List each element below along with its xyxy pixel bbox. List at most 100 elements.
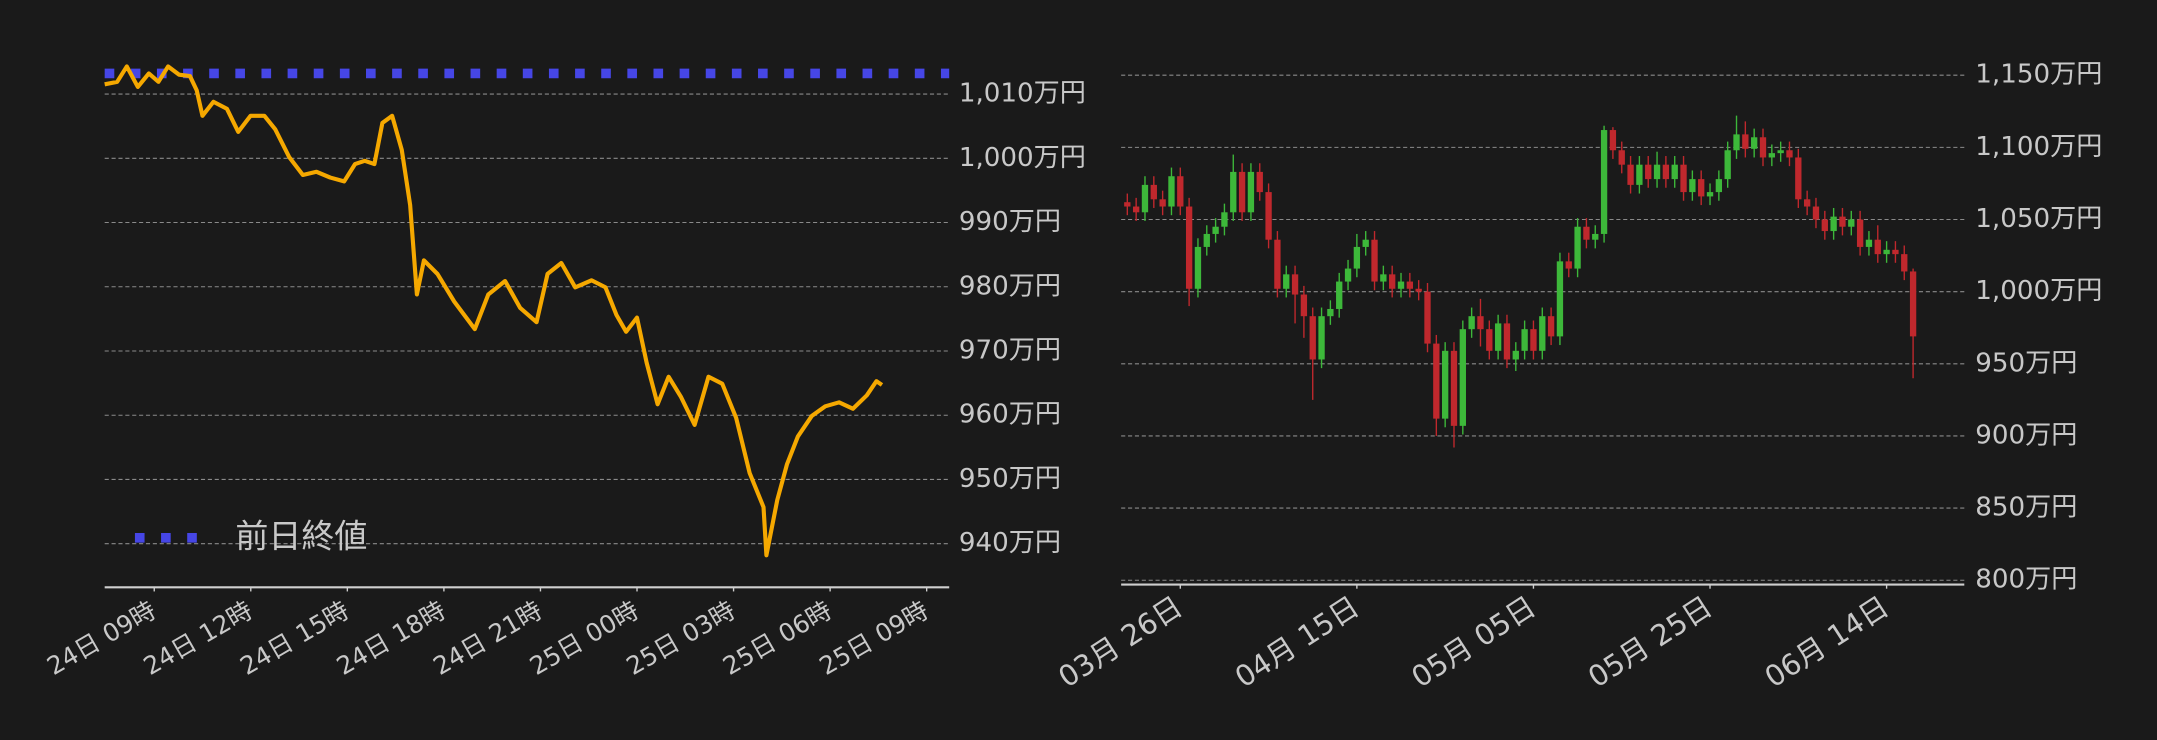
candle-body (1380, 274, 1387, 282)
candle-body (1874, 239, 1881, 255)
y-tick-label: 850万円 (1975, 493, 2077, 523)
y-tick-label: 1,000万円 (959, 143, 1086, 173)
candle-body (1768, 153, 1775, 158)
candle-body (1627, 164, 1634, 185)
candle-body (1247, 171, 1255, 213)
candle-body (1530, 329, 1537, 351)
candle-body (1892, 249, 1899, 255)
candle-body (1592, 233, 1599, 240)
y-tick-label: 950万円 (1975, 348, 2077, 378)
candle-body (1424, 291, 1431, 344)
y-tick-label: 980万円 (959, 271, 1061, 301)
candle-body (1733, 134, 1740, 151)
candle-body (1486, 329, 1493, 351)
x-tick-label: 25日 00時 (525, 595, 644, 680)
candle-body (1256, 171, 1263, 193)
candle-body (1653, 164, 1661, 180)
candle-body (1865, 239, 1873, 247)
candle-body (1362, 239, 1369, 247)
candle-body (1389, 274, 1396, 289)
x-tick-label: 24日 09時 (42, 595, 161, 680)
x-tick-label: 05月 05日 (1405, 589, 1541, 694)
candle-body (1706, 192, 1714, 197)
candle-body (1830, 216, 1837, 232)
candle-body (1300, 294, 1308, 317)
candle-body (1468, 316, 1475, 330)
candle-body (1565, 261, 1572, 269)
y-tick-label: 950万円 (959, 464, 1061, 494)
y-tick-label: 1,000万円 (1975, 276, 2102, 306)
candle-body (1141, 184, 1149, 213)
candle-body (1786, 150, 1793, 158)
candle-body (1230, 171, 1237, 213)
candle-body (1724, 150, 1731, 180)
y-tick-label: 1,100万円 (1975, 132, 2102, 162)
y-tick-label: 1,050万円 (1975, 204, 2102, 234)
candle-body (1795, 157, 1802, 200)
candle-body (1883, 249, 1890, 255)
x-tick-label: 25日 06時 (718, 595, 837, 680)
candle-body (1751, 137, 1758, 149)
y-tick-label: 990万円 (959, 207, 1061, 237)
y-tick-label: 800万円 (1975, 565, 2077, 595)
candle-body (1618, 150, 1625, 165)
candle-body (1539, 316, 1546, 351)
candle-body (1459, 329, 1466, 426)
candle-body (1371, 239, 1378, 282)
candle-body (1821, 219, 1828, 232)
candle-body (1503, 323, 1511, 360)
price-line (104, 64, 884, 558)
candle-body (1609, 130, 1617, 151)
candle-body (1185, 206, 1193, 289)
candle-body (1441, 350, 1449, 419)
candle-body (1477, 316, 1484, 330)
candle-body (1759, 137, 1767, 158)
candle-body (1671, 164, 1678, 180)
candle-body (1680, 164, 1687, 193)
candle-body (1433, 343, 1440, 419)
x-tick-label: 03月 26日 (1052, 589, 1188, 694)
y-tick-label: 940万円 (959, 528, 1061, 558)
candle-body (1521, 329, 1528, 351)
candle-body (1177, 176, 1184, 207)
candle-body (1168, 176, 1175, 207)
legend-label: 前日終値 (235, 516, 367, 555)
x-tick-label: 25日 09時 (814, 595, 933, 680)
candle-body (1698, 179, 1705, 197)
candle-body (1327, 308, 1334, 317)
y-tick-label: 900万円 (1975, 420, 2077, 450)
candle-body (1406, 281, 1414, 289)
candle-body (1600, 130, 1608, 234)
candle-body (1203, 233, 1210, 247)
x-tick-label: 04月 15日 (1229, 589, 1365, 694)
candle-body (1238, 171, 1246, 213)
candle-body (1645, 164, 1652, 180)
candle-body (1848, 219, 1855, 227)
candle-body (1336, 281, 1343, 309)
candle-body (1353, 246, 1361, 269)
candle-body (1450, 350, 1458, 426)
candle-body (1909, 271, 1917, 337)
y-tick-label: 1,150万円 (1975, 60, 2102, 90)
x-tick-label: 24日 18時 (332, 595, 451, 680)
y-tick-label: 1,010万円 (959, 79, 1086, 109)
candle-body (1803, 199, 1811, 207)
candle-body (1556, 261, 1564, 337)
x-tick-label: 24日 15時 (235, 595, 354, 680)
candle-body (1124, 202, 1131, 207)
candle-body (1212, 226, 1219, 234)
candle-body (1397, 281, 1405, 289)
candle-body (1159, 199, 1166, 207)
candle-body (1415, 288, 1422, 292)
x-tick-label: 06月 14日 (1758, 589, 1894, 694)
candle-body (1344, 268, 1352, 282)
candle-body (1812, 206, 1820, 220)
candle-body (1150, 184, 1157, 200)
candle-body (1856, 219, 1864, 247)
candle-body (1583, 226, 1590, 240)
candle-body (1742, 134, 1749, 149)
x-tick-label: 24日 12時 (139, 595, 258, 680)
candle-body (1283, 274, 1290, 289)
